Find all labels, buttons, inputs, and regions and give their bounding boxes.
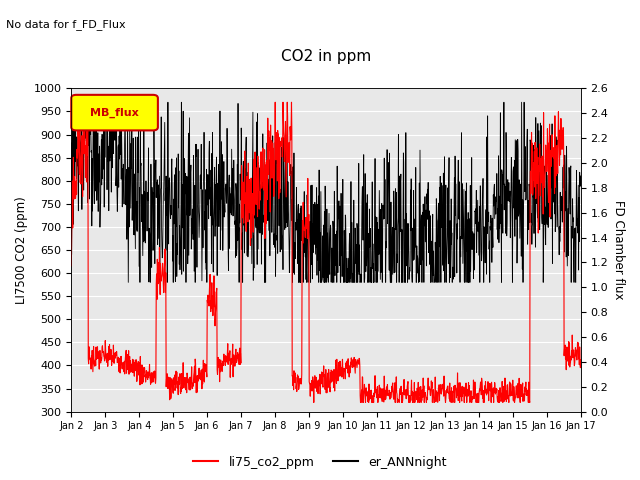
- Text: No data for f_FD_Flux: No data for f_FD_Flux: [6, 19, 126, 30]
- Y-axis label: LI7500 CO2 (ppm): LI7500 CO2 (ppm): [15, 196, 28, 304]
- Text: MB_flux: MB_flux: [90, 108, 139, 118]
- Legend: li75_co2_ppm, er_ANNnight: li75_co2_ppm, er_ANNnight: [188, 451, 452, 474]
- Y-axis label: FD Chamber flux: FD Chamber flux: [612, 200, 625, 300]
- FancyBboxPatch shape: [71, 95, 158, 131]
- Title: CO2 in ppm: CO2 in ppm: [281, 48, 371, 63]
